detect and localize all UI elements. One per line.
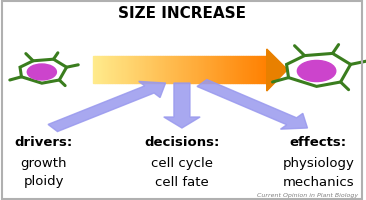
Polygon shape — [152, 56, 154, 83]
Text: drivers:: drivers: — [15, 137, 73, 150]
Polygon shape — [219, 56, 221, 83]
Polygon shape — [263, 56, 265, 83]
Polygon shape — [195, 56, 198, 83]
Polygon shape — [246, 56, 248, 83]
Polygon shape — [99, 56, 101, 83]
Polygon shape — [160, 56, 163, 83]
Polygon shape — [143, 56, 145, 83]
Polygon shape — [101, 56, 104, 83]
Polygon shape — [150, 56, 152, 83]
Text: cell cycle: cell cycle — [151, 156, 213, 170]
Polygon shape — [209, 56, 211, 83]
Polygon shape — [97, 56, 99, 83]
Text: SIZE INCREASE: SIZE INCREASE — [118, 6, 246, 21]
Polygon shape — [254, 56, 257, 83]
Polygon shape — [130, 56, 132, 83]
Polygon shape — [93, 56, 95, 83]
Polygon shape — [137, 56, 139, 83]
Polygon shape — [230, 56, 232, 83]
Polygon shape — [108, 56, 110, 83]
Polygon shape — [235, 56, 237, 83]
Polygon shape — [145, 56, 147, 83]
Polygon shape — [134, 56, 137, 83]
Polygon shape — [200, 56, 202, 83]
Polygon shape — [126, 56, 128, 83]
Circle shape — [297, 60, 336, 82]
Polygon shape — [257, 56, 259, 83]
Polygon shape — [202, 56, 204, 83]
Polygon shape — [165, 56, 167, 83]
Text: decisions:: decisions: — [144, 137, 220, 150]
Polygon shape — [163, 56, 165, 83]
Polygon shape — [226, 56, 228, 83]
Text: ploidy: ploidy — [23, 176, 64, 188]
Polygon shape — [221, 56, 224, 83]
Polygon shape — [167, 56, 169, 83]
Polygon shape — [182, 56, 184, 83]
Polygon shape — [115, 56, 117, 83]
Polygon shape — [187, 56, 189, 83]
Polygon shape — [178, 56, 180, 83]
Polygon shape — [224, 56, 226, 83]
Polygon shape — [139, 56, 141, 83]
Polygon shape — [191, 56, 193, 83]
Polygon shape — [198, 56, 200, 83]
Polygon shape — [171, 56, 173, 83]
Text: growth: growth — [20, 156, 67, 170]
Polygon shape — [121, 56, 123, 83]
Polygon shape — [287, 53, 351, 86]
Polygon shape — [147, 56, 150, 83]
Polygon shape — [112, 56, 115, 83]
Polygon shape — [211, 56, 213, 83]
Polygon shape — [259, 56, 261, 83]
Polygon shape — [267, 49, 287, 91]
Polygon shape — [117, 56, 119, 83]
Polygon shape — [184, 56, 187, 83]
Polygon shape — [193, 56, 195, 83]
Polygon shape — [241, 56, 243, 83]
Polygon shape — [228, 56, 230, 83]
Polygon shape — [243, 56, 246, 83]
Polygon shape — [104, 56, 106, 83]
Circle shape — [27, 64, 56, 80]
Text: effects:: effects: — [290, 137, 347, 150]
Polygon shape — [204, 56, 206, 83]
Polygon shape — [250, 56, 252, 83]
Polygon shape — [265, 56, 268, 83]
Polygon shape — [156, 56, 158, 83]
Polygon shape — [164, 83, 200, 128]
Polygon shape — [20, 59, 67, 83]
Polygon shape — [252, 56, 254, 83]
Text: mechanics: mechanics — [283, 176, 354, 188]
Polygon shape — [206, 56, 209, 83]
Polygon shape — [123, 56, 126, 83]
Polygon shape — [169, 56, 171, 83]
Text: Current Opinion in Plant Biology: Current Opinion in Plant Biology — [257, 193, 358, 198]
Polygon shape — [261, 56, 263, 83]
Polygon shape — [128, 56, 130, 83]
Polygon shape — [213, 56, 215, 83]
Polygon shape — [173, 56, 176, 83]
Polygon shape — [110, 56, 112, 83]
Polygon shape — [158, 56, 160, 83]
Polygon shape — [239, 56, 241, 83]
Polygon shape — [154, 56, 156, 83]
Polygon shape — [237, 56, 239, 83]
Polygon shape — [48, 81, 165, 132]
Polygon shape — [189, 56, 191, 83]
Polygon shape — [119, 56, 121, 83]
Polygon shape — [197, 80, 307, 129]
Polygon shape — [180, 56, 182, 83]
Text: physiology: physiology — [283, 156, 354, 170]
Polygon shape — [132, 56, 134, 83]
Polygon shape — [232, 56, 235, 83]
Polygon shape — [215, 56, 217, 83]
Polygon shape — [217, 56, 219, 83]
Polygon shape — [176, 56, 178, 83]
Polygon shape — [106, 56, 108, 83]
Polygon shape — [95, 56, 97, 83]
Polygon shape — [248, 56, 250, 83]
Text: cell fate: cell fate — [155, 176, 209, 188]
Polygon shape — [141, 56, 143, 83]
